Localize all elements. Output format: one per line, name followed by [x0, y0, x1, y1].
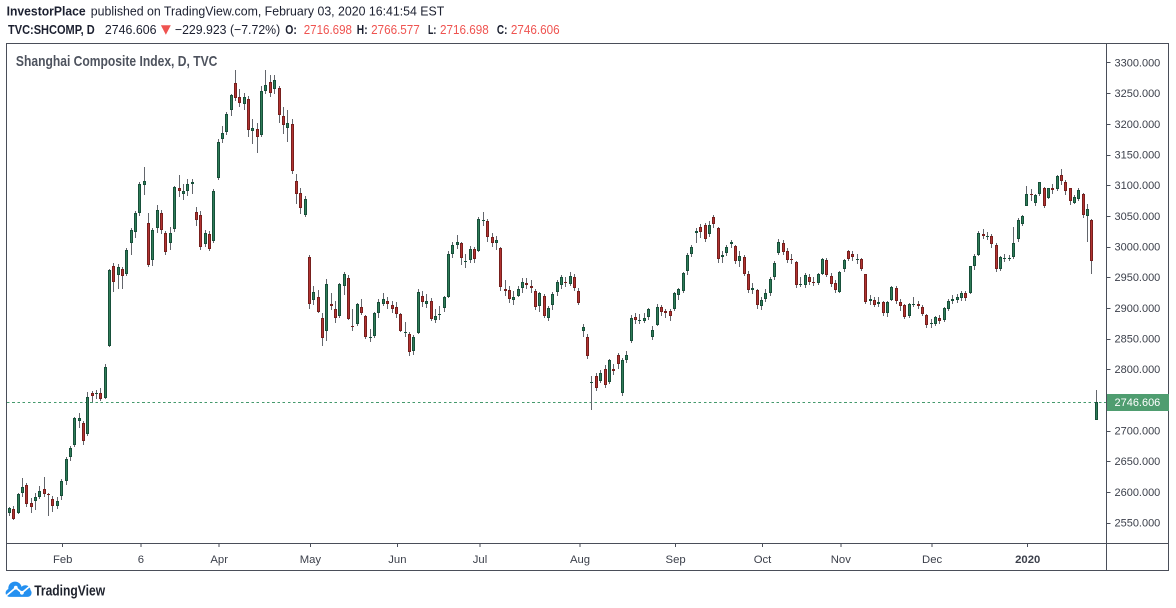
- svg-text:Dec: Dec: [922, 554, 942, 566]
- svg-text:Feb: Feb: [53, 554, 72, 566]
- svg-text:Shanghai Composite Index, D, T: Shanghai Composite Index, D, TVC: [16, 53, 218, 70]
- svg-text:C:: C:: [497, 22, 508, 37]
- svg-text:2746.606: 2746.606: [1115, 397, 1161, 409]
- svg-text:2020: 2020: [1015, 554, 1040, 566]
- svg-text:TVC:SHCOMP, D: TVC:SHCOMP, D: [8, 22, 95, 37]
- svg-text:H:: H:: [357, 22, 368, 37]
- svg-text:3150.000: 3150.000: [1115, 149, 1161, 161]
- svg-text:2716.698: 2716.698: [304, 22, 352, 37]
- svg-text:3000.000: 3000.000: [1115, 241, 1161, 253]
- svg-text:2766.577: 2766.577: [371, 22, 420, 37]
- svg-text:3250.000: 3250.000: [1115, 88, 1161, 100]
- svg-text:2550.000: 2550.000: [1115, 518, 1161, 530]
- svg-text:−229.923 (−7.72%): −229.923 (−7.72%): [175, 22, 280, 37]
- svg-text:6: 6: [138, 554, 144, 566]
- svg-text:2650.000: 2650.000: [1115, 456, 1161, 468]
- svg-text:L:: L:: [428, 22, 436, 37]
- svg-text:Oct: Oct: [754, 554, 772, 566]
- svg-text:2746.606: 2746.606: [511, 22, 560, 37]
- svg-text:3050.000: 3050.000: [1115, 211, 1161, 223]
- svg-text:2800.000: 2800.000: [1115, 364, 1161, 376]
- svg-text:2716.698: 2716.698: [440, 22, 489, 37]
- svg-text:2746.606: 2746.606: [105, 22, 157, 37]
- svg-text:Nov: Nov: [831, 554, 851, 566]
- svg-text:2850.000: 2850.000: [1115, 333, 1161, 345]
- svg-text:InvestorPlace: InvestorPlace: [7, 4, 86, 19]
- svg-text:TradingView: TradingView: [34, 584, 106, 600]
- svg-text:3300.000: 3300.000: [1115, 57, 1161, 69]
- svg-text:O:: O:: [285, 22, 297, 37]
- svg-text:2600.000: 2600.000: [1115, 487, 1161, 499]
- svg-text:Aug: Aug: [570, 554, 590, 566]
- svg-text:Sep: Sep: [666, 554, 686, 566]
- svg-text:Jul: Jul: [473, 554, 487, 566]
- svg-text:2700.000: 2700.000: [1115, 426, 1161, 438]
- svg-text:3100.000: 3100.000: [1115, 180, 1161, 192]
- svg-text:2900.000: 2900.000: [1115, 303, 1161, 315]
- svg-text:3200.000: 3200.000: [1115, 119, 1161, 131]
- svg-text:published on TradingView.com,: published on TradingView.com, February 0…: [91, 4, 445, 19]
- svg-text:Apr: Apr: [210, 554, 228, 566]
- svg-text:May: May: [300, 554, 322, 566]
- svg-text:Jun: Jun: [388, 554, 406, 566]
- svg-text:2950.000: 2950.000: [1115, 272, 1161, 284]
